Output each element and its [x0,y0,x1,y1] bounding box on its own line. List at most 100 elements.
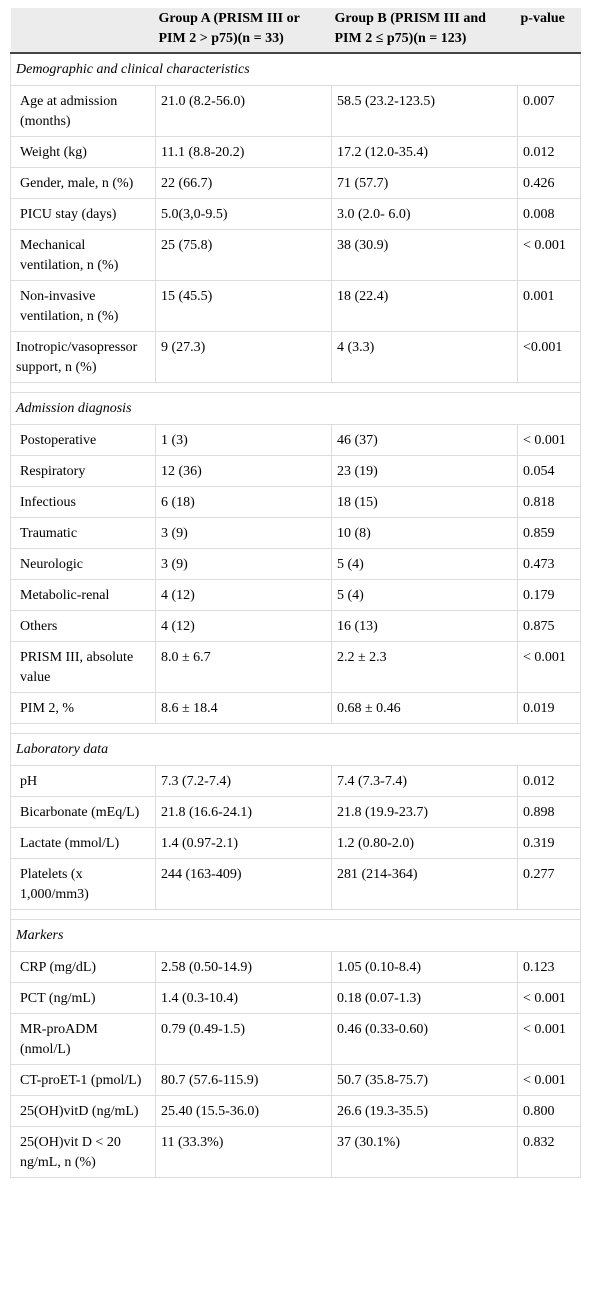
header-p-value: p-value [517,8,581,54]
table-row: 25(OH)vit D < 20 ng/mL, n (%) 11 (33.3%) 3… [10,1126,581,1178]
table-row: Neurologic 3 (9) 5 (4) 0.473 [10,548,581,580]
table-row: Bicarbonate (mEq/L) 21.8 (16.6-24.1) 21.8 … [10,796,581,828]
group-b-value: 18 (22.4) [331,280,518,332]
table-row: Respiratory 12 (36) 23 (19) 0.054 [10,455,581,487]
p-value: < 0.001 [517,1013,581,1065]
group-a-value: 11 (33.3%) [155,1126,332,1178]
row-label: PIM 2, % [10,692,156,724]
group-a-value: 15 (45.5) [155,280,332,332]
group-a-value: 1.4 (0.97-2.1) [155,827,332,859]
section-heading-row: Demographic and clinical characteristics [10,53,581,86]
group-b-value: 5 (4) [331,579,518,611]
group-a-value: 3 (9) [155,517,332,549]
table-row: PIM 2, % 8.6 ± 18.4 0.68 ± 0.46 0.019 [10,692,581,724]
row-label: Metabolic-renal [10,579,156,611]
section-title: Admission diagnosis [10,392,581,425]
table-row: PICU stay (days) 5.0(3,0-9.5) 3.0 (2.0- 6.… [10,198,581,230]
group-a-value: 22 (66.7) [155,167,332,199]
group-a-value: 2.58 (0.50-14.9) [155,951,332,983]
row-label: Mechanical ventilation, n (%) [10,229,156,281]
group-b-value: 0.46 (0.33-0.60) [331,1013,518,1065]
header-group-a: Group A (PRISM III or PIM 2 > p75)(n = 3… [155,8,332,54]
group-b-value: 1.05 (0.10-8.4) [331,951,518,983]
group-b-value: 2.2 ± 2.3 [331,641,518,693]
group-a-value: 9 (27.3) [155,331,332,383]
p-value: 0.054 [517,455,581,487]
row-label: Gender, male, n (%) [10,167,156,199]
p-value: 0.818 [517,486,581,518]
p-value: < 0.001 [517,982,581,1014]
row-label: PRISM III, absolute value [10,641,156,693]
table-row: Lactate (mmol/L) 1.4 (0.97-2.1) 1.2 (0.80-… [10,827,581,859]
p-value: 0.898 [517,796,581,828]
table-row: Metabolic-renal 4 (12) 5 (4) 0.179 [10,579,581,611]
section-heading-row: Laboratory data [10,733,581,766]
group-a-value: 5.0(3,0-9.5) [155,198,332,230]
table-row: Postoperative 1 (3) 46 (37) < 0.001 [10,424,581,456]
group-b-value: 3.0 (2.0- 6.0) [331,198,518,230]
spacer-cell [10,382,581,393]
table-row: MR-proADM (nmol/L) 0.79 (0.49-1.5) 0.46 (0… [10,1013,581,1065]
group-a-value: 80.7 (57.6-115.9) [155,1064,332,1096]
table-row: CRP (mg/dL) 2.58 (0.50-14.9) 1.05 (0.10-8.… [10,951,581,983]
p-value: 0.473 [517,548,581,580]
group-b-value: 71 (57.7) [331,167,518,199]
table-row: 25(OH)vitD (ng/mL) 25.40 (15.5-36.0) 26.6 … [10,1095,581,1127]
table-header: Group A (PRISM III or PIM 2 > p75)(n = 3… [10,8,581,54]
group-a-value: 21.0 (8.2-56.0) [155,85,332,137]
section-title: Markers [10,919,581,952]
table-row: Mechanical ventilation, n (%) 25 (75.8) 38… [10,229,581,281]
group-b-value: 10 (8) [331,517,518,549]
table-row: Others 4 (12) 16 (13) 0.875 [10,610,581,642]
p-value: 0.008 [517,198,581,230]
group-b-value: 16 (13) [331,610,518,642]
row-label: Lactate (mmol/L) [10,827,156,859]
header-empty [10,8,156,54]
p-value: 0.277 [517,858,581,910]
group-a-value: 21.8 (16.6-24.1) [155,796,332,828]
row-label: Neurologic [10,548,156,580]
comparison-table: Group A (PRISM III or PIM 2 > p75)(n = 3… [10,8,581,1178]
row-label: Inotropic/vasopressor support, n (%) [10,331,156,383]
table-body: Demographic and clinical characteristics… [10,53,581,1178]
p-value: 0.832 [517,1126,581,1178]
section-spacer [10,909,581,920]
table-row: PRISM III, absolute value 8.0 ± 6.7 2.2 ± … [10,641,581,693]
row-label: PCT (ng/mL) [10,982,156,1014]
table-row: pH 7.3 (7.2-7.4) 7.4 (7.3-7.4) 0.012 [10,765,581,797]
p-value: 0.001 [517,280,581,332]
group-a-value: 1 (3) [155,424,332,456]
section-title: Demographic and clinical characteristics [10,53,581,86]
group-a-value: 7.3 (7.2-7.4) [155,765,332,797]
row-label: Respiratory [10,455,156,487]
p-value: 0.426 [517,167,581,199]
row-label: Age at admission (months) [10,85,156,137]
group-b-value: 0.68 ± 0.46 [331,692,518,724]
row-label: Others [10,610,156,642]
row-label: 25(OH)vit D < 20 ng/mL, n (%) [10,1126,156,1178]
group-b-value: 37 (30.1%) [331,1126,518,1178]
group-a-value: 6 (18) [155,486,332,518]
row-label: PICU stay (days) [10,198,156,230]
row-label: pH [10,765,156,797]
row-label: Bicarbonate (mEq/L) [10,796,156,828]
group-a-value: 244 (163-409) [155,858,332,910]
header-row: Group A (PRISM III or PIM 2 > p75)(n = 3… [10,8,581,54]
group-b-value: 1.2 (0.80-2.0) [331,827,518,859]
p-value: 0.179 [517,579,581,611]
spacer-cell [10,909,581,920]
p-value: 0.007 [517,85,581,137]
row-label: Platelets (x 1,000/mm3) [10,858,156,910]
group-a-value: 4 (12) [155,610,332,642]
group-b-value: 281 (214-364) [331,858,518,910]
row-label: CRP (mg/dL) [10,951,156,983]
p-value: < 0.001 [517,641,581,693]
group-a-value: 11.1 (8.8-20.2) [155,136,332,168]
table-row: Age at admission (months) 21.0 (8.2-56.0)… [10,85,581,137]
p-value: <0.001 [517,331,581,383]
group-a-value: 4 (12) [155,579,332,611]
table-row: Platelets (x 1,000/mm3) 244 (163-409) 281 … [10,858,581,910]
p-value: 0.019 [517,692,581,724]
p-value: 0.123 [517,951,581,983]
group-b-value: 23 (19) [331,455,518,487]
